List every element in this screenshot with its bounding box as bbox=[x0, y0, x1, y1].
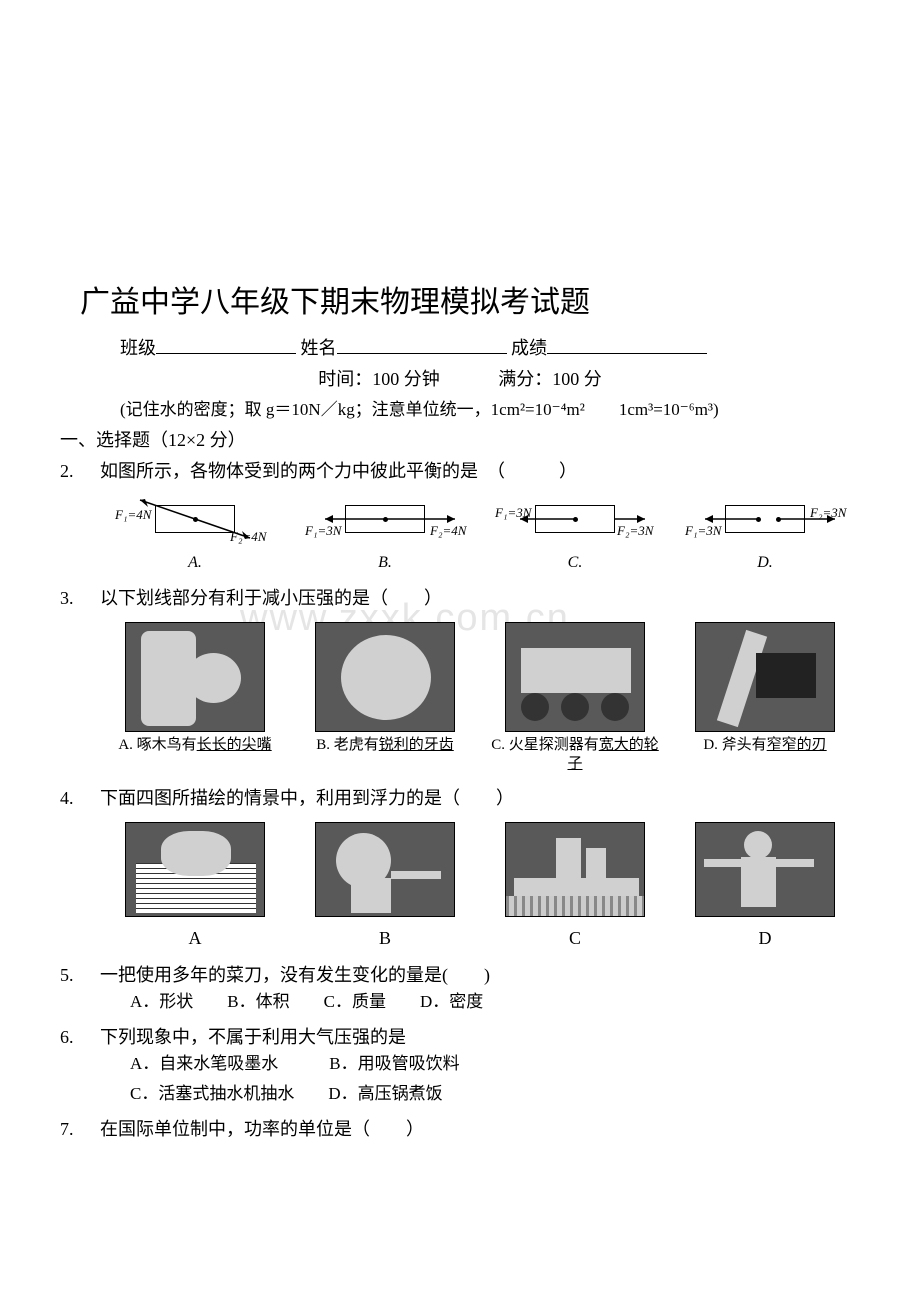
name-blank bbox=[337, 336, 507, 354]
q3-text: 以下划线部分有利于减小压强的是（ ） bbox=[100, 585, 860, 612]
q3b-caption: B. 老虎有锐利的牙齿 bbox=[316, 736, 454, 756]
q2c-letter: C. bbox=[568, 551, 583, 575]
goalkeeper-image bbox=[125, 822, 265, 917]
q3-img-a: A. 啄木鸟有长长的尖嘴 bbox=[105, 622, 285, 775]
axe-image bbox=[695, 622, 835, 732]
q3-img-d: D. 斧头有窄窄的刃 bbox=[675, 622, 855, 775]
q4b-letter: B bbox=[379, 925, 391, 952]
q2b-f2: F₂=4N bbox=[430, 521, 466, 541]
q2c-f2: F₂=3N bbox=[617, 521, 653, 541]
q2d-f2: F₂=3N bbox=[810, 503, 846, 523]
girl-blow-image bbox=[315, 822, 455, 917]
q6-text: 下列现象中，不属于利用大气压强的是 bbox=[100, 1024, 860, 1051]
note: (记住水的密度；取 g＝10N／kg；注意单位统一，1cm²=10⁻⁴m² 1c… bbox=[60, 397, 860, 423]
q2a-f1: F₁=4N bbox=[115, 505, 151, 525]
q4-img-d: D bbox=[675, 822, 855, 952]
q4a-letter: A bbox=[189, 925, 202, 952]
q2c-f1: F₁=3N bbox=[495, 503, 531, 523]
question-3: 3. 以下划线部分有利于减小压强的是（ ） bbox=[60, 585, 860, 612]
q2b-letter: B. bbox=[378, 551, 392, 575]
q3a-pre: A. 啄木鸟有 bbox=[118, 737, 196, 753]
question-6: 6. 下列现象中，不属于利用大气压强的是 A．自来水笔吸墨水 B．用吸管吸饮料 … bbox=[60, 1024, 860, 1110]
section-1: 一、选择题（12×2 分） bbox=[60, 427, 860, 454]
rover-image bbox=[505, 622, 645, 732]
header-fields: 班级 姓名 成绩 bbox=[60, 335, 860, 362]
question-5: 5. 一把使用多年的菜刀，没有发生变化的量是( ) A．形状 B．体积 C．质量… bbox=[60, 962, 860, 1019]
page-title: 广益中学八年级下期末物理模拟考试题 bbox=[60, 280, 860, 325]
q3b-pre: B. 老虎有 bbox=[316, 737, 379, 753]
q3-img-b: B. 老虎有锐利的牙齿 bbox=[295, 622, 475, 775]
q3-images: A. 啄木鸟有长长的尖嘴 B. 老虎有锐利的牙齿 C. 火星探测器有宽大的轮子 … bbox=[100, 622, 860, 775]
score-label: 成绩 bbox=[511, 338, 547, 358]
q3d-caption: D. 斧头有窄窄的刃 bbox=[703, 736, 826, 756]
score-blank bbox=[547, 336, 707, 354]
q6-line1: A．自来水笔吸墨水 B．用吸管吸饮料 bbox=[100, 1051, 860, 1077]
time-full: 时间：100 分钟 满分：100 分 bbox=[60, 366, 860, 393]
question-7: 7. 在国际单位制中，功率的单位是（ ） bbox=[60, 1116, 860, 1143]
tiger-image bbox=[315, 622, 455, 732]
q4-text: 下面四图所描绘的情景中，利用到浮力的是（ ） bbox=[100, 785, 860, 812]
q4d-letter: D bbox=[759, 925, 772, 952]
raft-image bbox=[505, 822, 645, 917]
class-blank bbox=[156, 336, 296, 354]
woodpecker-image bbox=[125, 622, 265, 732]
q5-text: 一把使用多年的菜刀，没有发生变化的量是( ) bbox=[100, 962, 860, 989]
q4-img-c: C bbox=[485, 822, 665, 952]
q3a-caption: A. 啄木鸟有长长的尖嘴 bbox=[118, 736, 271, 756]
q4-num: 4. bbox=[60, 785, 100, 812]
time-label: 时间：100 分钟 bbox=[318, 369, 440, 389]
q2d-letter: D. bbox=[757, 551, 773, 575]
class-label: 班级 bbox=[120, 338, 156, 358]
q2a-f2: F₂=4N bbox=[230, 527, 266, 547]
q3d-u: 窄窄的刃 bbox=[767, 737, 827, 753]
stretch-image bbox=[695, 822, 835, 917]
q2-diagram-c: F₁=3N F₂=3N C. bbox=[485, 495, 665, 575]
q5-num: 5. bbox=[60, 962, 100, 1019]
q6-line2: C．活塞式抽水机抽水 D．高压锅煮饭 bbox=[100, 1081, 860, 1107]
q6-num: 6. bbox=[60, 1024, 100, 1110]
q3-num: 3. bbox=[60, 585, 100, 612]
q2d-f1: F₁=3N bbox=[685, 521, 721, 541]
question-2: 2. 如图所示，各物体受到的两个力中彼此平衡的是 （ ） bbox=[60, 458, 860, 485]
q4-img-a: A bbox=[105, 822, 285, 952]
q3c-pre: C. 火星探测器有 bbox=[491, 737, 599, 753]
q2a-letter: A. bbox=[188, 551, 202, 575]
q3b-u: 锐利的牙齿 bbox=[379, 737, 454, 753]
question-4: 4. 下面四图所描绘的情景中，利用到浮力的是（ ） bbox=[60, 785, 860, 812]
q2-text: 如图所示，各物体受到的两个力中彼此平衡的是 （ ） bbox=[100, 458, 860, 485]
q3a-u: 长长的尖嘴 bbox=[197, 737, 272, 753]
q3-img-c: C. 火星探测器有宽大的轮子 bbox=[485, 622, 665, 775]
q2-diagrams: F₁=4N F₂=4N A. F₁=3N F₂=4N B. bbox=[100, 495, 860, 575]
q2b-f1: F₁=3N bbox=[305, 521, 341, 541]
q5-options: A．形状 B．体积 C．质量 D．密度 bbox=[100, 989, 860, 1015]
q3d-pre: D. 斧头有 bbox=[703, 737, 766, 753]
q2-diagram-a: F₁=4N F₂=4N A. bbox=[105, 495, 285, 575]
q4c-letter: C bbox=[569, 925, 581, 952]
full-label: 满分：100 分 bbox=[498, 369, 602, 389]
q2-diagram-b: F₁=3N F₂=4N B. bbox=[295, 495, 475, 575]
q7-num: 7. bbox=[60, 1116, 100, 1143]
q3c-caption: C. 火星探测器有宽大的轮子 bbox=[485, 736, 665, 775]
q2-diagram-d: F₁=3N F₂=3N D. bbox=[675, 495, 855, 575]
name-label: 姓名 bbox=[301, 338, 337, 358]
q2-num: 2. bbox=[60, 458, 100, 485]
q4-img-b: B bbox=[295, 822, 475, 952]
q7-text: 在国际单位制中，功率的单位是（ ） bbox=[100, 1116, 860, 1143]
q4-images: A B C D bbox=[100, 822, 860, 952]
